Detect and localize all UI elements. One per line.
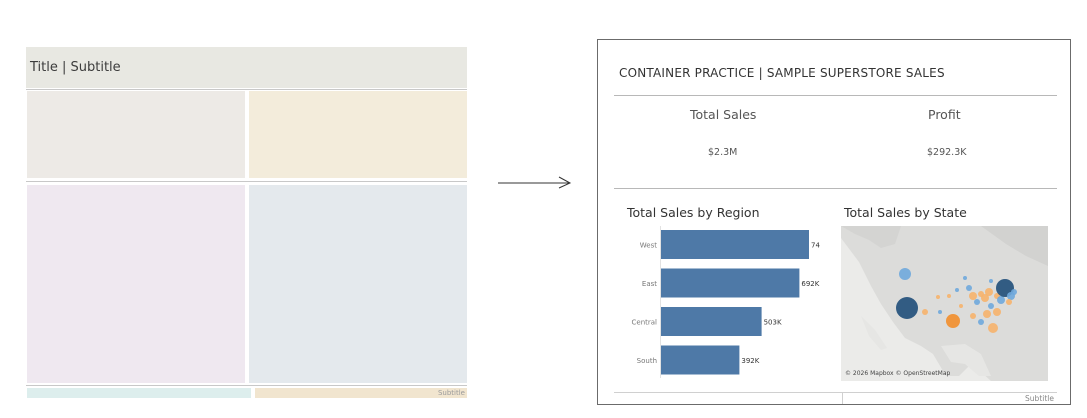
region-category-label: South (637, 357, 657, 365)
state-sales-bubble[interactable] (1011, 289, 1017, 295)
state-sales-bubble[interactable] (983, 310, 991, 318)
wireframe-chart-container-right (249, 185, 467, 383)
us-map-background (841, 226, 1048, 381)
wireframe-title-container (26, 47, 467, 88)
state-sales-bubble[interactable] (966, 285, 972, 291)
region-category-label: West (640, 242, 657, 250)
kpi-profit-label: Profit (928, 107, 961, 122)
wireframe-title: Title | Subtitle (30, 60, 121, 75)
kpi-profit-value: $292.3K (927, 147, 967, 158)
region-bar-value-label: 503K (764, 319, 782, 327)
state-sales-bubble[interactable] (988, 303, 994, 309)
state-sales-bubble[interactable] (969, 292, 977, 300)
state-sales-bubble[interactable] (993, 308, 1001, 316)
state-sales-bubble[interactable] (946, 314, 960, 328)
wireframe-footer-right (255, 388, 467, 398)
state-sales-bubble[interactable] (896, 297, 918, 319)
region-bar[interactable] (661, 345, 740, 375)
wireframe-kpi-container-right (249, 91, 467, 178)
state-sales-bubble[interactable] (981, 294, 989, 302)
state-sales-bubble[interactable] (997, 296, 1005, 304)
state-sales-bubble[interactable] (1006, 299, 1012, 305)
state-sales-bubble[interactable] (963, 276, 967, 280)
region-bar-value-label: 392K (741, 357, 759, 365)
state-sales-bubble[interactable] (947, 294, 951, 298)
state-sales-bubble[interactable] (959, 304, 963, 308)
state-sales-bubble[interactable] (988, 323, 998, 333)
state-sales-bubble[interactable] (985, 288, 993, 296)
region-category-label: East (642, 280, 657, 288)
region-bar-value-label: 740K (811, 242, 820, 250)
dashboard-divider-middle (614, 188, 1057, 189)
wireframe-divider-middle (26, 181, 467, 182)
state-sales-bubble[interactable] (938, 310, 942, 314)
map-attribution: © 2026 Mapbox © OpenStreetMap (845, 370, 951, 377)
region-category-label: Central (632, 319, 658, 327)
kpi-total-sales-value: $2.3M (708, 147, 738, 158)
dashboard-footer-divider (842, 392, 843, 404)
wireframe-divider-bottom (26, 385, 467, 386)
state-sales-bubble[interactable] (970, 313, 976, 319)
region-bar-value-label: 692K (801, 280, 819, 288)
wireframe-chart-container-left (27, 185, 245, 383)
region-bar[interactable] (661, 307, 762, 336)
transition-arrow-icon (498, 176, 572, 189)
state-sales-bubble[interactable] (974, 299, 980, 305)
state-sales-bubble[interactable] (936, 295, 940, 299)
state-bubbles (896, 268, 1017, 333)
state-sales-bubble[interactable] (989, 279, 993, 283)
state-sales-bubble[interactable] (978, 319, 984, 325)
dashboard-divider-top (614, 95, 1057, 96)
state-sales-bubble[interactable] (899, 268, 911, 280)
state-sales-bubble[interactable] (955, 288, 959, 292)
region-bar[interactable] (661, 268, 800, 298)
dashboard-divider-bottom (614, 392, 1057, 393)
dashboard-footer-subtitle: Subtitle (1025, 394, 1054, 403)
state-sales-map[interactable] (841, 226, 1048, 381)
wireframe-footer-left (27, 388, 251, 398)
wireframe-footer-subtitle: Subtitle (437, 389, 465, 397)
region-bar[interactable] (661, 230, 809, 259)
state-sales-bubble[interactable] (922, 309, 928, 315)
region-chart-title: Total Sales by Region (627, 205, 760, 220)
kpi-total-sales-label: Total Sales (690, 107, 757, 122)
wireframe-kpi-container-left (27, 91, 245, 178)
dashboard-title: CONTAINER PRACTICE | SAMPLE SUPERSTORE S… (619, 66, 945, 80)
state-map-title: Total Sales by State (844, 205, 967, 220)
wireframe-divider-top (26, 89, 467, 90)
region-bar-chart: West 740K East 692K Central 503K South 392K (632, 226, 820, 378)
